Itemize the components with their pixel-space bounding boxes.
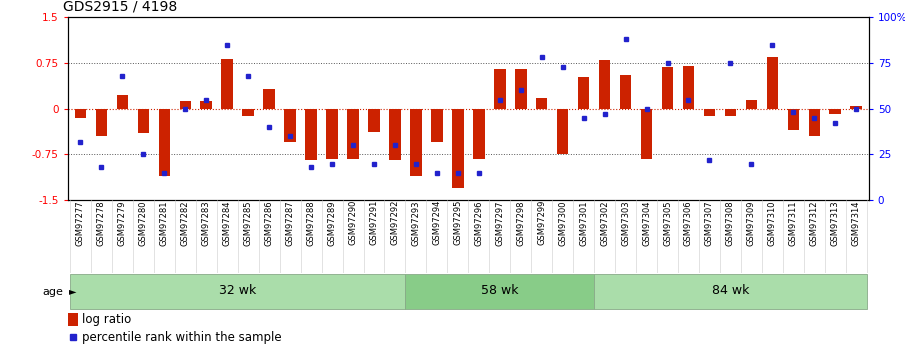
Bar <box>305 109 317 160</box>
Bar <box>348 109 358 159</box>
Text: GDS2915 / 4198: GDS2915 / 4198 <box>63 0 177 14</box>
Text: GSM97307: GSM97307 <box>705 200 714 246</box>
Bar <box>431 109 443 142</box>
Text: age: age <box>43 287 63 296</box>
Text: GSM97284: GSM97284 <box>223 200 232 246</box>
Bar <box>243 109 254 116</box>
Text: GSM97286: GSM97286 <box>264 200 273 246</box>
Bar <box>599 60 610 109</box>
Bar <box>578 77 589 109</box>
Text: GSM97285: GSM97285 <box>243 200 252 246</box>
Text: GSM97300: GSM97300 <box>558 200 567 246</box>
Bar <box>68 313 78 326</box>
Bar <box>284 109 296 142</box>
Text: GSM97301: GSM97301 <box>579 200 588 246</box>
Text: GSM97298: GSM97298 <box>516 200 525 246</box>
Text: GSM97302: GSM97302 <box>600 200 609 246</box>
Text: GSM97277: GSM97277 <box>76 200 85 246</box>
Text: GSM97305: GSM97305 <box>663 200 672 246</box>
Text: GSM97288: GSM97288 <box>307 200 316 246</box>
Text: GSM97312: GSM97312 <box>810 200 819 246</box>
Bar <box>787 109 799 130</box>
Text: GSM97292: GSM97292 <box>390 200 399 246</box>
Bar <box>368 109 380 132</box>
Bar <box>70 275 405 308</box>
Text: GSM97306: GSM97306 <box>684 200 693 246</box>
Text: GSM97314: GSM97314 <box>852 200 861 246</box>
Text: GSM97295: GSM97295 <box>453 200 462 246</box>
Bar <box>595 275 867 308</box>
Text: GSM97303: GSM97303 <box>621 200 630 246</box>
Bar <box>263 89 275 109</box>
Text: GSM97308: GSM97308 <box>726 200 735 246</box>
Text: percentile rank within the sample: percentile rank within the sample <box>82 331 282 344</box>
Text: GSM97304: GSM97304 <box>642 200 651 246</box>
Text: GSM97279: GSM97279 <box>118 200 127 246</box>
Text: GSM97293: GSM97293 <box>412 200 421 246</box>
Text: GSM97290: GSM97290 <box>348 200 357 246</box>
Bar <box>473 109 484 159</box>
Bar <box>138 109 149 133</box>
Text: 32 wk: 32 wk <box>219 284 256 297</box>
Bar <box>851 106 862 109</box>
Text: GSM97291: GSM97291 <box>369 200 378 246</box>
Bar <box>389 109 401 160</box>
Text: GSM97282: GSM97282 <box>181 200 190 246</box>
Bar <box>682 66 694 109</box>
Bar <box>117 95 129 109</box>
Bar <box>725 109 736 116</box>
Text: 58 wk: 58 wk <box>481 284 519 297</box>
Text: GSM97296: GSM97296 <box>474 200 483 246</box>
Bar <box>830 109 841 114</box>
Bar <box>96 109 107 136</box>
Bar <box>662 67 673 109</box>
Text: 84 wk: 84 wk <box>711 284 749 297</box>
Bar <box>410 109 422 176</box>
Text: GSM97311: GSM97311 <box>789 200 798 246</box>
Text: GSM97280: GSM97280 <box>138 200 148 246</box>
Bar <box>405 275 595 308</box>
Bar <box>704 109 715 116</box>
Text: GSM97281: GSM97281 <box>160 200 169 246</box>
Text: GSM97283: GSM97283 <box>202 200 211 246</box>
Text: GSM97299: GSM97299 <box>538 200 547 246</box>
Bar <box>746 100 757 109</box>
Bar <box>222 59 233 109</box>
Text: GSM97294: GSM97294 <box>433 200 442 246</box>
Bar <box>515 69 527 109</box>
Text: GSM97287: GSM97287 <box>286 200 295 246</box>
Bar <box>767 57 778 109</box>
Bar <box>620 75 632 109</box>
Text: log ratio: log ratio <box>82 313 131 326</box>
Text: GSM97309: GSM97309 <box>747 200 756 246</box>
Bar <box>557 109 568 155</box>
Text: ►: ► <box>69 287 76 296</box>
Bar <box>158 109 170 176</box>
Bar <box>75 109 86 118</box>
Bar <box>494 69 506 109</box>
Bar <box>452 109 463 188</box>
Bar <box>536 98 548 109</box>
Bar <box>808 109 820 136</box>
Bar <box>327 109 338 159</box>
Text: GSM97310: GSM97310 <box>767 200 776 246</box>
Text: GSM97289: GSM97289 <box>328 200 337 246</box>
Text: GSM97297: GSM97297 <box>495 200 504 246</box>
Text: GSM97278: GSM97278 <box>97 200 106 246</box>
Bar <box>201 101 212 109</box>
Bar <box>179 101 191 109</box>
Text: GSM97313: GSM97313 <box>831 200 840 246</box>
Bar <box>641 109 653 159</box>
